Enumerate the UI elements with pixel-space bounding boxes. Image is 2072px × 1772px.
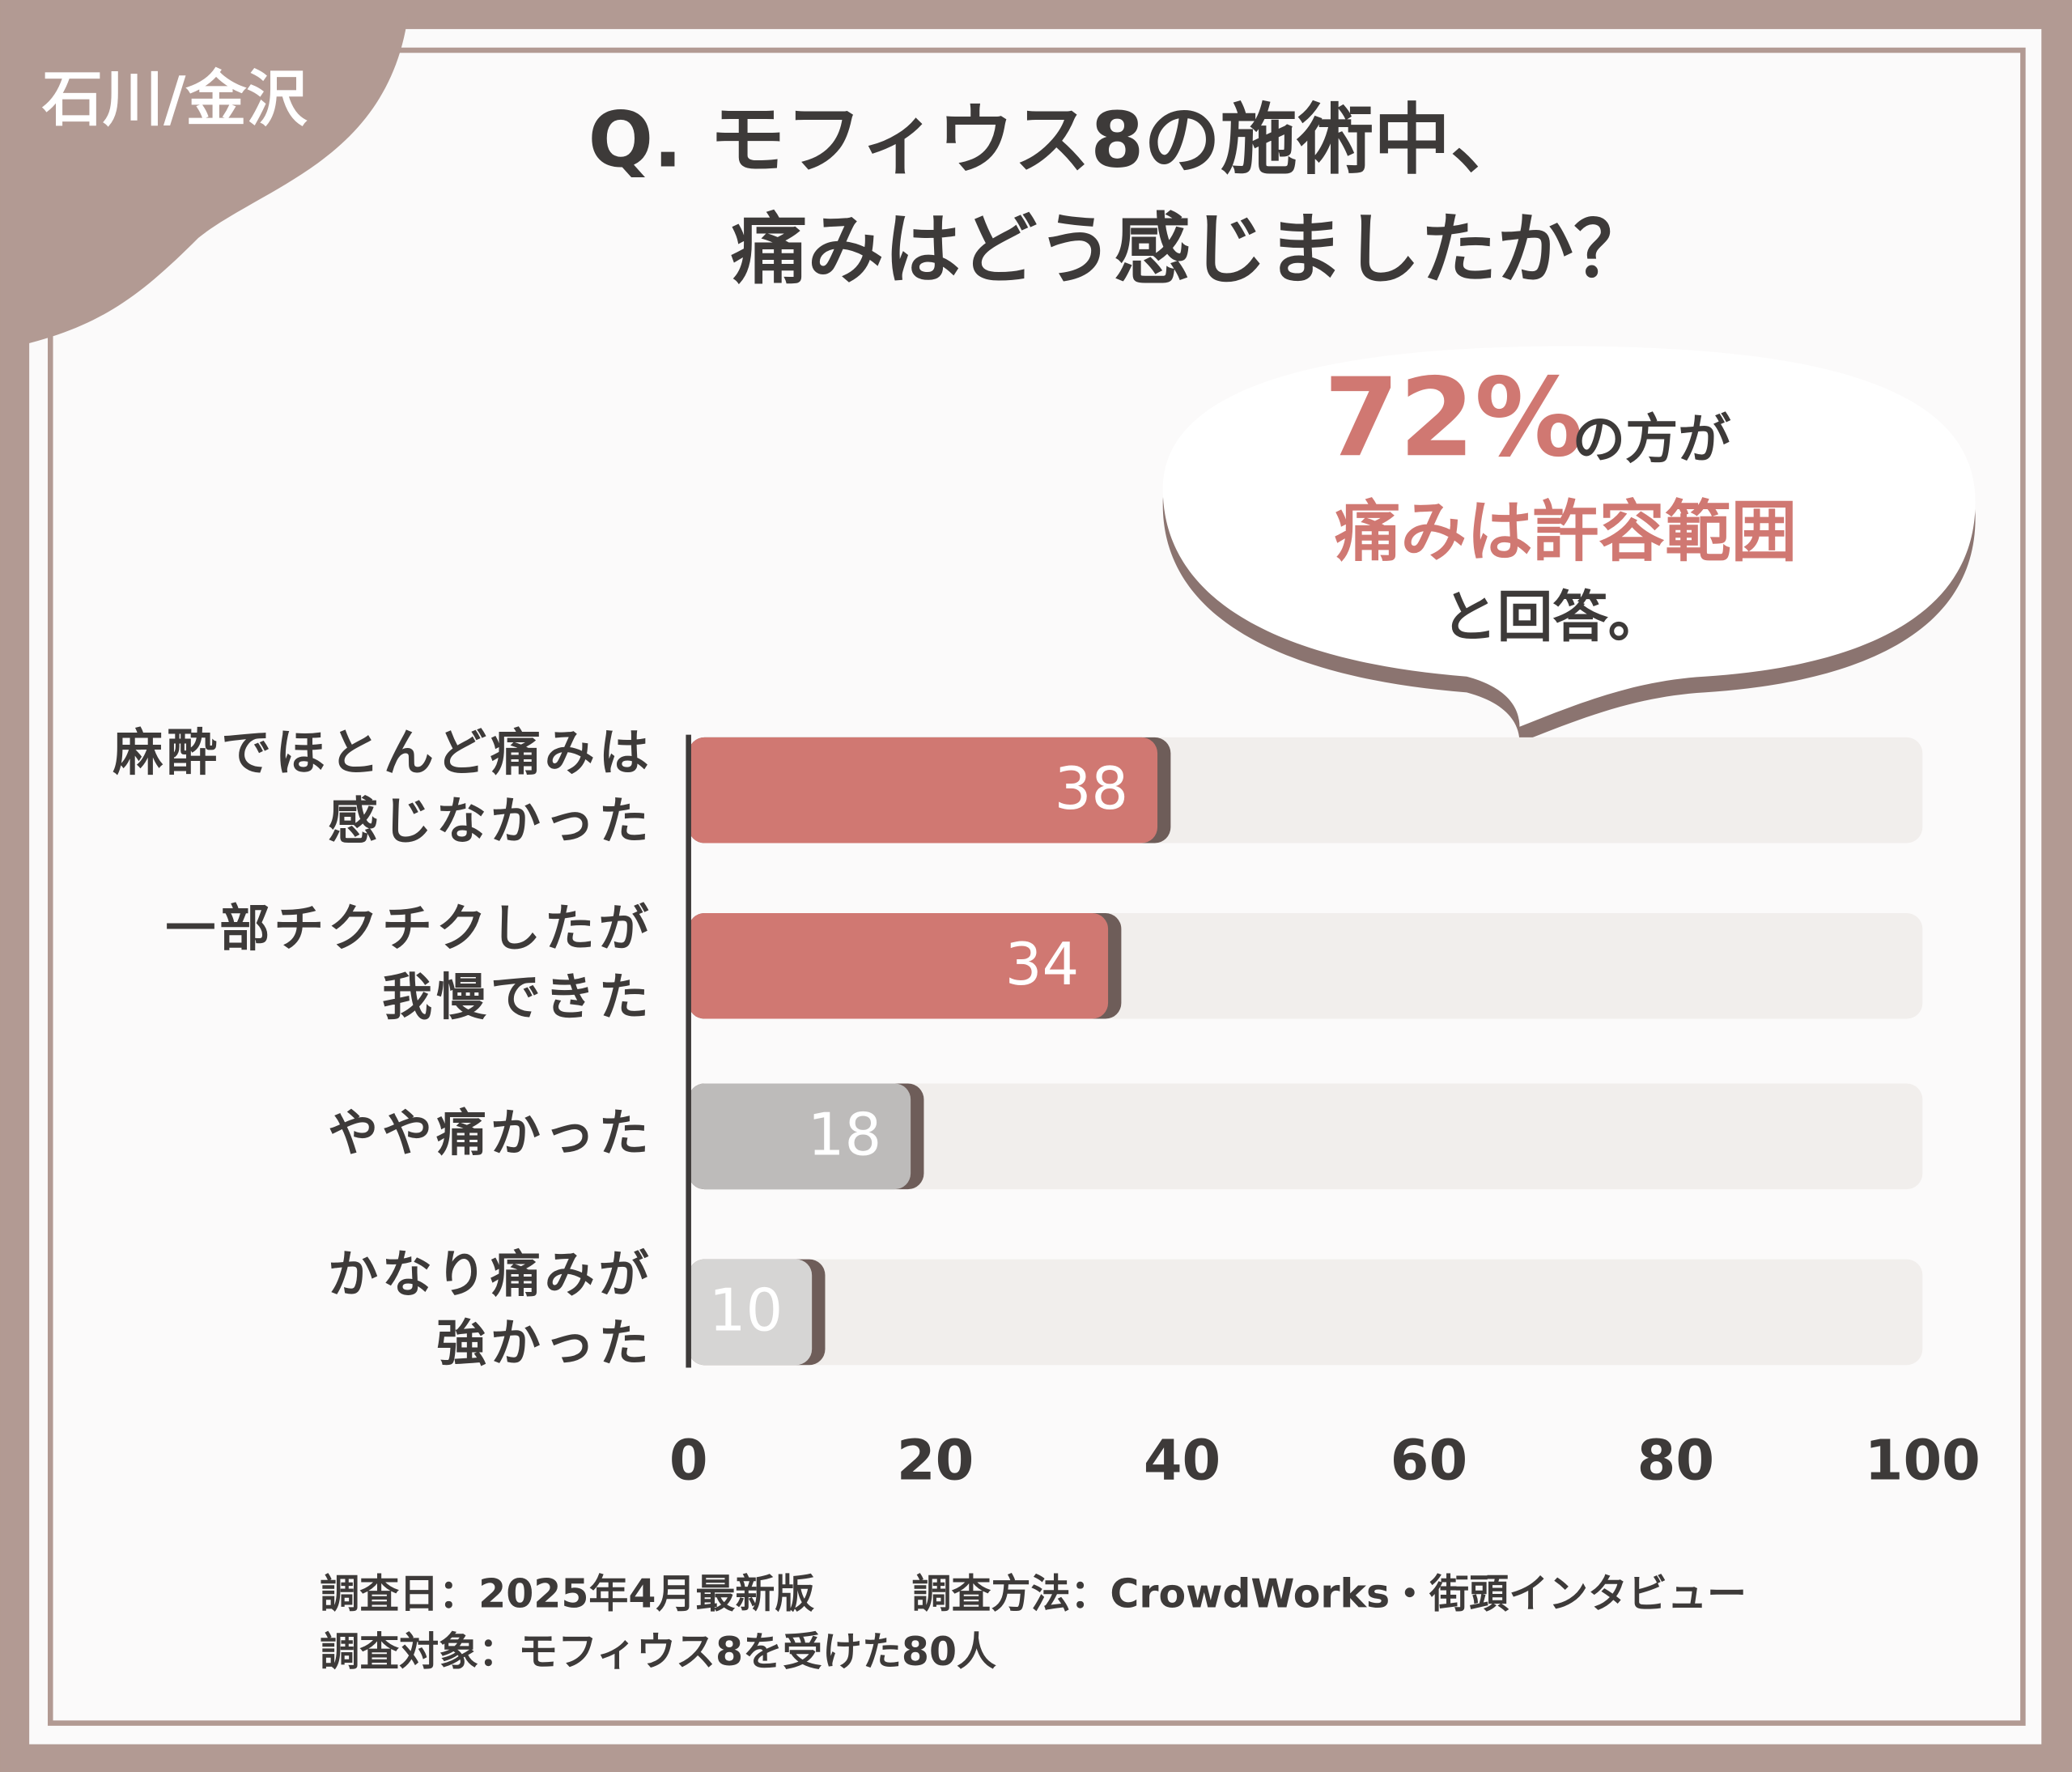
panel <box>29 28 2042 1744</box>
callout-text: と回答。 <box>1441 585 1663 650</box>
category-label: 我慢できた <box>382 967 653 1026</box>
bar <box>688 737 1158 844</box>
footnote: 調査日：2025年4月最新版 <box>320 1570 814 1617</box>
footnote: 調査方法：CrowdWorks・街頭インタビュー <box>912 1570 1747 1617</box>
callout-text: の方が <box>1573 409 1731 470</box>
category-label: 感じなかった <box>328 792 652 851</box>
callout-highlight: 72% <box>1324 355 1583 481</box>
value-label: 34 <box>1005 930 1079 998</box>
value-label: 10 <box>709 1277 783 1345</box>
bar-track <box>688 1083 1923 1190</box>
x-tick-label: 60 <box>1391 1429 1467 1494</box>
category-label: やや痛かった <box>328 1103 652 1162</box>
category-label: 強かった <box>436 1313 653 1372</box>
footnote: 調査対象：モフィウス8を受けた80人 <box>320 1629 996 1675</box>
corner-tag-shape <box>0 0 410 351</box>
bar <box>688 912 1109 1019</box>
inner-border <box>47 47 2026 1726</box>
category-label: かなり痛みが <box>328 1245 652 1304</box>
callout-text: 痛みは許容範囲 <box>1335 494 1797 571</box>
value-label: 18 <box>808 1101 881 1169</box>
category-label: 麻酔でほとんど痛みは <box>113 723 652 782</box>
corner-tag: 石川/金沢 <box>42 63 308 134</box>
x-tick-label: 40 <box>1144 1429 1221 1494</box>
category-label: 一部チクチクしたが <box>165 899 652 958</box>
bar-track <box>688 1259 1923 1366</box>
bar <box>688 1083 911 1190</box>
x-tick-label: 20 <box>897 1429 974 1494</box>
value-label: 38 <box>1055 754 1128 822</box>
title-line: 痛みはどう感じましたか？ <box>731 206 1650 295</box>
x-tick-label: 0 <box>669 1429 708 1494</box>
x-tick-label: 100 <box>1865 1429 1981 1494</box>
x-tick-label: 80 <box>1637 1429 1714 1494</box>
callout-bubble <box>1162 346 1976 727</box>
bar <box>688 1259 813 1366</box>
title-line: Q. モフィウス8の施術中、 <box>588 96 1527 185</box>
